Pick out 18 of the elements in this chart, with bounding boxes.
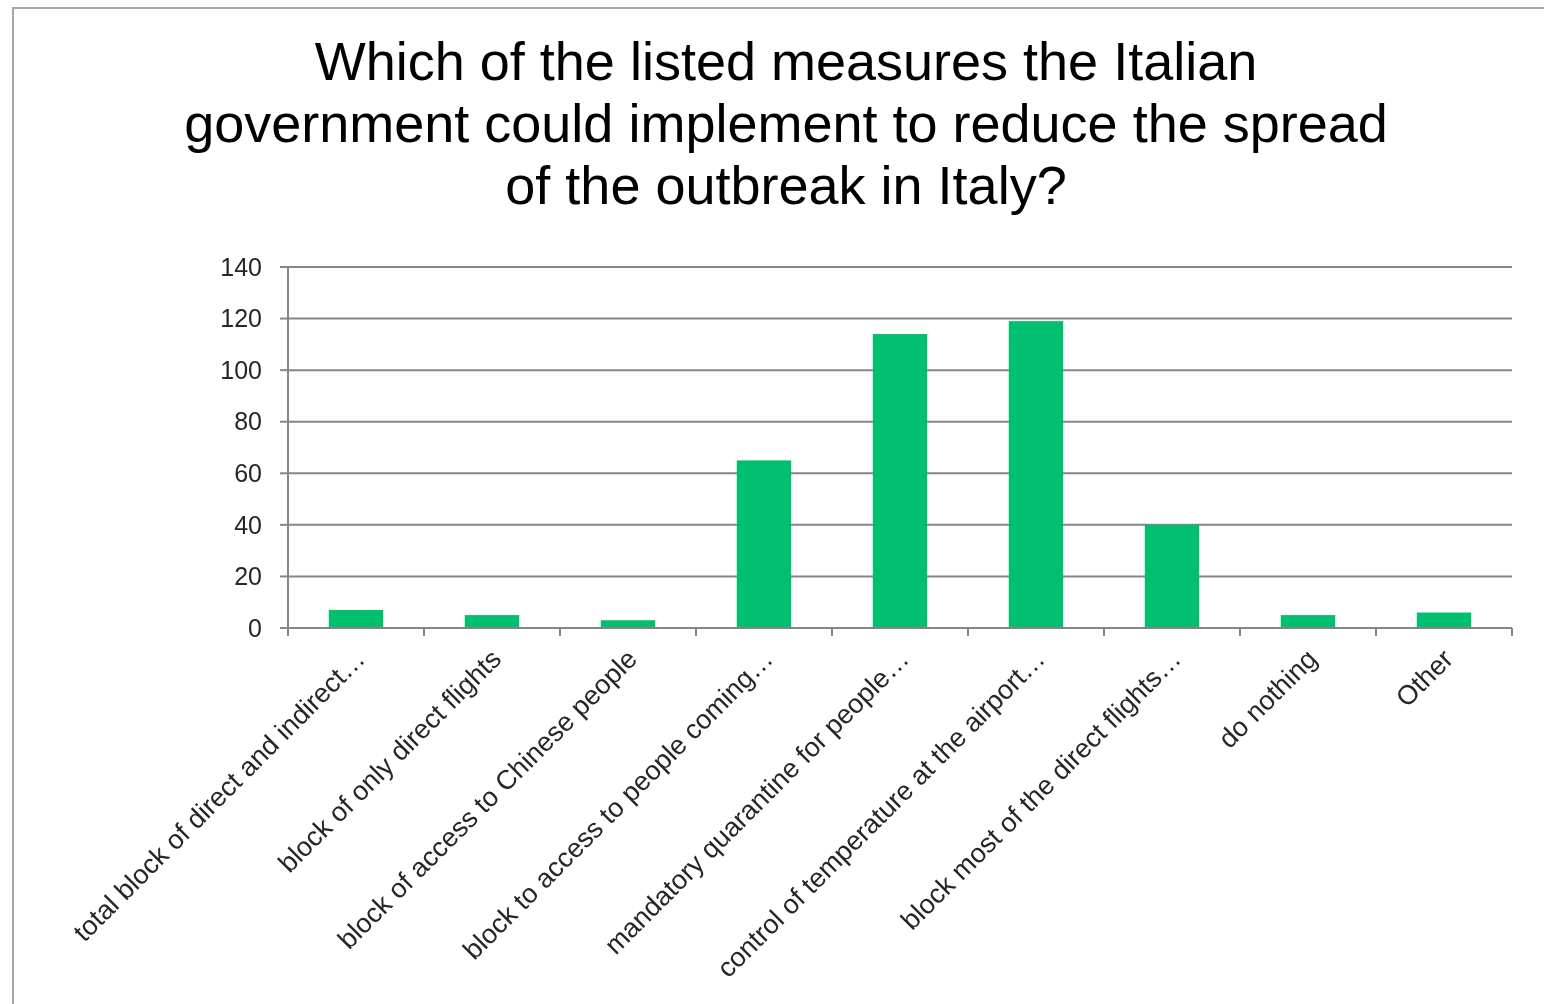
y-tick-label: 120	[220, 304, 262, 333]
y-tick-label: 0	[248, 613, 262, 642]
bar	[328, 609, 384, 628]
y-tick-label: 140	[220, 252, 262, 281]
bar	[464, 615, 520, 628]
chart-title: Which of the listed measures the Italian government could implement to reduce the spread of the outbreak in Italy?	[184, 31, 1388, 215]
bar	[1008, 321, 1064, 628]
bar	[872, 334, 928, 628]
y-tick-label: 20	[234, 562, 262, 591]
bar	[600, 620, 656, 628]
y-tick-label: 60	[234, 459, 262, 488]
bar	[1280, 615, 1336, 628]
y-tick-label: 40	[234, 510, 262, 539]
y-tick-label: 80	[234, 407, 262, 436]
y-tick-label: 100	[220, 355, 262, 384]
bar	[736, 460, 792, 628]
bar	[1416, 612, 1472, 628]
bar	[1144, 524, 1200, 628]
